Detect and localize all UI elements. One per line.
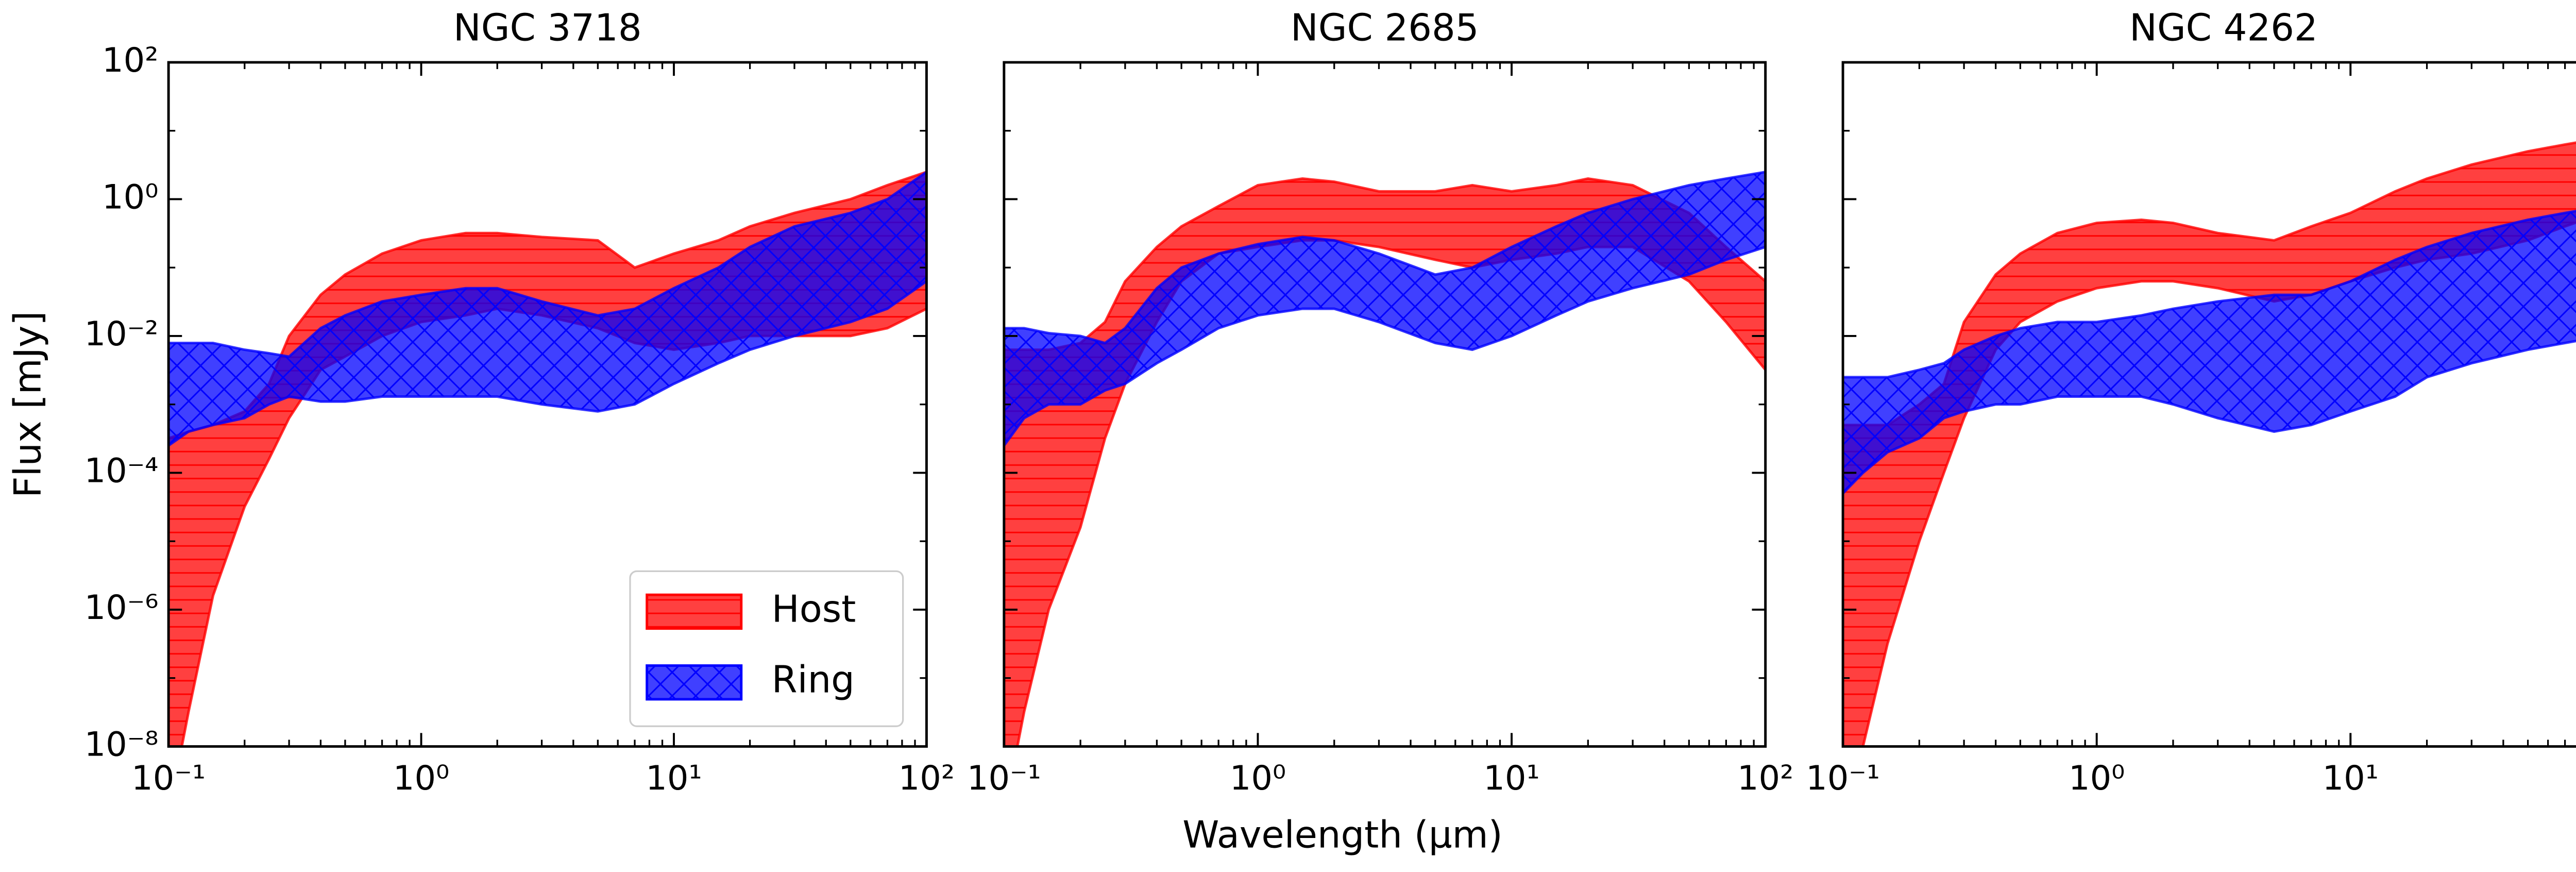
x-tick-label: 10¹ bbox=[1483, 759, 1539, 798]
x-tick-label: 10⁰ bbox=[1230, 759, 1286, 798]
y-tick-label: 10² bbox=[102, 41, 158, 80]
x-tick-label: 10⁰ bbox=[2069, 759, 2125, 798]
x-tick-label: 10² bbox=[899, 759, 955, 798]
panel-title: NGC 2685 bbox=[1291, 6, 1479, 49]
legend-label: Ring bbox=[772, 658, 855, 701]
x-tick-label: 10² bbox=[1737, 759, 1793, 798]
x-tick-label: 10¹ bbox=[646, 759, 702, 798]
y-tick-label: 10⁰ bbox=[102, 178, 158, 217]
y-tick-label: 10⁻² bbox=[84, 314, 159, 354]
x-tick-label: 10⁻¹ bbox=[1806, 759, 1880, 798]
x-axis-label: Wavelength (μm) bbox=[1182, 813, 1502, 857]
legend-swatch bbox=[646, 664, 743, 701]
y-axis-label: Flux [mJy] bbox=[6, 311, 49, 498]
legend-swatch bbox=[646, 593, 743, 630]
x-tick-label: 10⁻¹ bbox=[131, 759, 206, 798]
panel: NGC 2685 10⁻¹ 10⁰ 10¹ 10² bbox=[967, 6, 1793, 798]
y-tick-label: 10⁻⁸ bbox=[84, 725, 159, 764]
plot-area bbox=[1004, 171, 1766, 747]
y-tick-label: 10⁻⁴ bbox=[84, 451, 159, 491]
band bbox=[1843, 209, 2576, 495]
y-tick-label: 10⁻⁶ bbox=[84, 588, 159, 627]
x-tick-label: 10⁻¹ bbox=[967, 759, 1041, 798]
legend-label: Host bbox=[772, 587, 856, 630]
panel-title: NGC 3718 bbox=[453, 6, 642, 49]
band bbox=[1004, 171, 1766, 448]
plot-area bbox=[168, 170, 927, 747]
panel-title: NGC 4262 bbox=[2129, 6, 2318, 49]
x-tick-label: 10⁰ bbox=[393, 759, 449, 798]
x-tick-label: 10¹ bbox=[2323, 759, 2379, 798]
panel: NGC 3718 10⁻¹ 10⁰ 10¹ 10² 10⁻⁸ 10⁻⁶ 10⁻⁴ 10⁻² 10⁰… bbox=[84, 6, 955, 798]
band bbox=[168, 170, 927, 447]
plot-area bbox=[1843, 141, 2576, 747]
legend: Host Ring bbox=[629, 570, 904, 727]
